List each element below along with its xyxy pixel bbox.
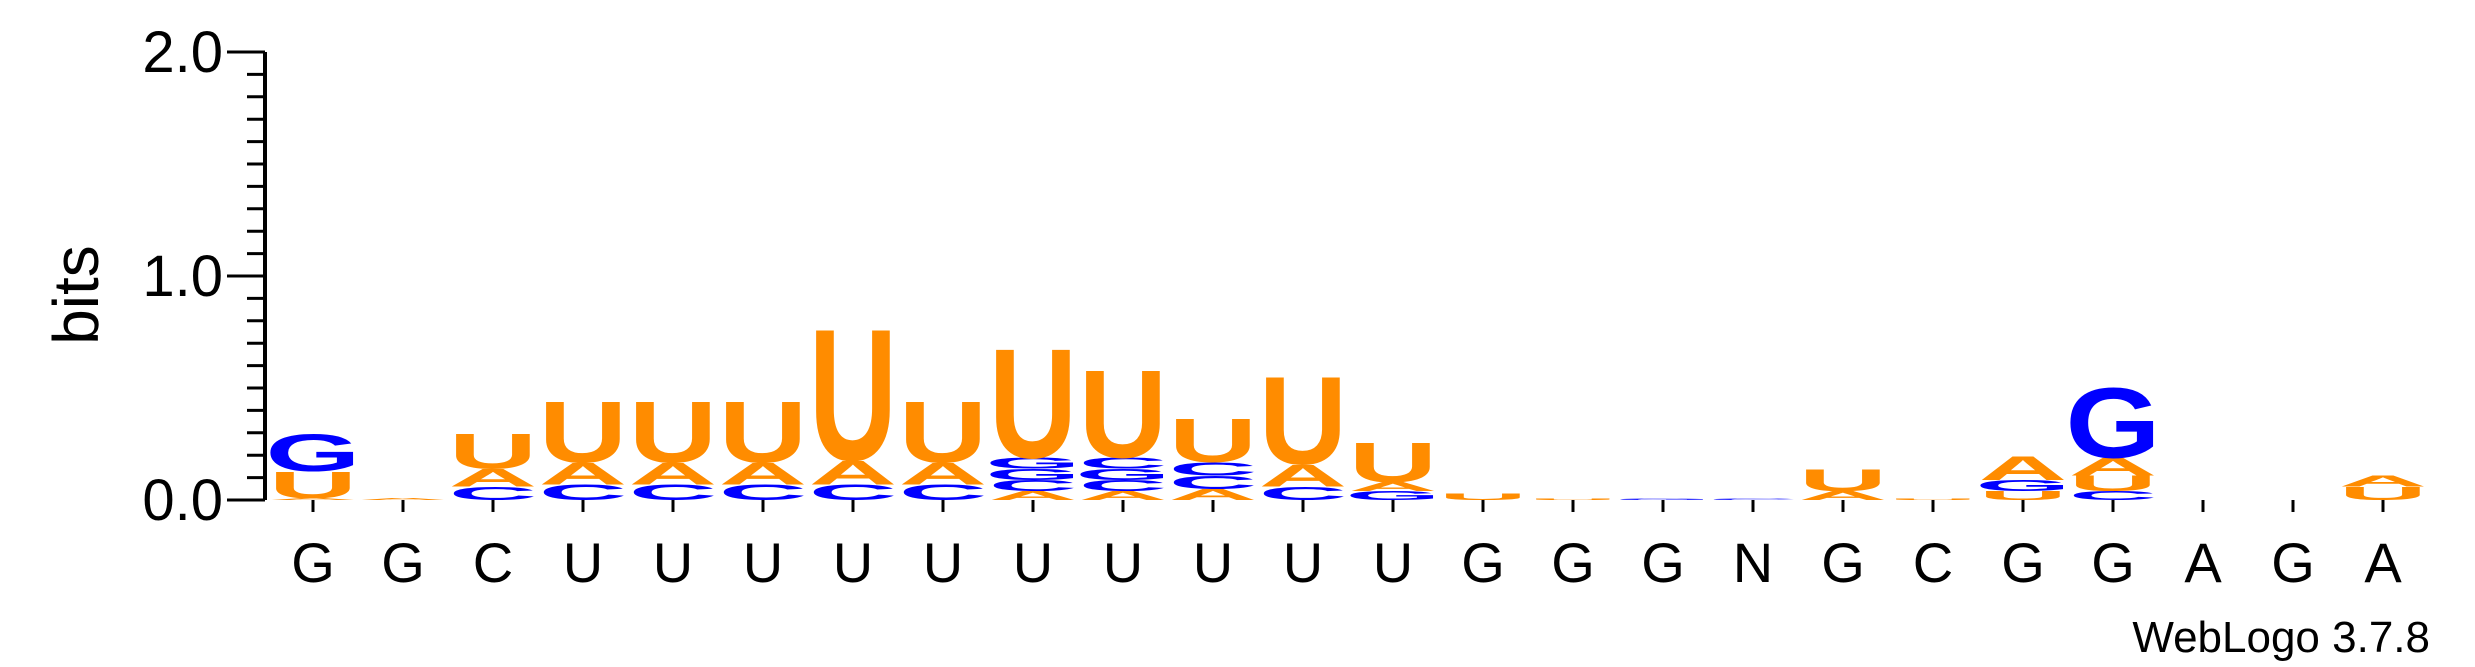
glyph-C: C <box>1079 477 1167 495</box>
glyph-G: G <box>1075 466 1170 484</box>
glyph-U: U <box>269 464 357 506</box>
glyph-G: G <box>985 454 1080 472</box>
glyph-A: A <box>2069 453 2157 481</box>
glyph-U: U <box>629 383 717 481</box>
y-tick-label: 0.0 <box>142 468 223 533</box>
x-tick-label: G <box>1551 531 1595 594</box>
x-tick-label: G <box>291 531 335 594</box>
x-tick-label: G <box>2001 531 2045 594</box>
x-tick-label: U <box>653 531 693 594</box>
glyph-C: C <box>1079 454 1167 472</box>
glyph-C: C <box>989 477 1077 495</box>
glyph-G: G <box>985 466 1080 484</box>
glyph-A: A <box>1799 489 1887 503</box>
glyph-G: G <box>1615 499 1710 501</box>
x-tick-label: A <box>2364 531 2402 594</box>
glyph-A: A <box>719 456 807 491</box>
glyph-A: A <box>809 454 897 492</box>
x-tick-label: U <box>563 531 603 594</box>
glyph-U: U <box>449 423 537 479</box>
glyph-U: U <box>1889 499 1977 501</box>
x-tick-label: U <box>1013 531 1053 594</box>
glyph-A: A <box>1079 489 1167 503</box>
glyph-U: U <box>1259 352 1347 491</box>
glyph-G: G <box>2065 367 2160 479</box>
x-tick-label: U <box>1103 531 1143 594</box>
glyph-U: U <box>1439 492 1527 502</box>
y-axis: 0.0 1.0 2.0 <box>142 20 267 533</box>
glyph-U: U <box>539 383 627 481</box>
x-tick-label: U <box>1373 531 1413 594</box>
glyph-U: U <box>1079 345 1167 484</box>
glyph-U: U <box>2069 471 2157 496</box>
x-tick-label: G <box>1821 531 1865 594</box>
x-tick-label: G <box>381 531 425 594</box>
glyph-U: U <box>2339 483 2427 504</box>
glyph-C: C <box>2069 489 2157 503</box>
x-tick-label: G <box>1641 531 1685 594</box>
glyph-A: A <box>899 456 987 491</box>
glyph-U: U <box>1349 432 1437 495</box>
glyph-U: U <box>719 383 807 481</box>
x-tick-label: U <box>833 531 873 594</box>
glyph-C: C <box>1259 483 1347 504</box>
glyph-A: A <box>629 456 717 491</box>
x-tick-label: U <box>743 531 783 594</box>
glyph-U: U <box>1529 499 1617 501</box>
x-tick-label: C <box>473 531 513 594</box>
glyph-G: G <box>1345 489 1440 503</box>
glyph-G: G <box>1975 477 2070 495</box>
x-tick-label: G <box>2091 531 2135 594</box>
glyph-A: A <box>1169 486 1257 504</box>
glyph-U: U <box>989 316 1077 491</box>
x-tick-label: N <box>1733 531 1773 594</box>
glyph-U: U <box>899 383 987 481</box>
glyph-G: G <box>265 424 360 483</box>
x-tick-label: G <box>1461 531 1505 594</box>
x-tick-label: U <box>923 531 963 594</box>
x-tick-label: U <box>1193 531 1233 594</box>
glyph-A: A <box>2339 472 2427 490</box>
glyph-C: C <box>1169 458 1257 479</box>
glyph-A: A <box>269 497 357 500</box>
x-tick-label: G <box>2271 531 2315 594</box>
y-tick-label: 2.0 <box>142 20 223 85</box>
glyph-A: A <box>359 497 447 500</box>
x-tick-label: A <box>2184 531 2222 594</box>
y-tick-label: 1.0 <box>142 244 223 309</box>
x-tick-label: U <box>1283 531 1323 594</box>
glyph-A: A <box>449 464 537 492</box>
glyph-U: U <box>1979 489 2067 503</box>
weblogo-credit: WebLogo 3.7.8 <box>2132 613 2430 662</box>
glyph-U: U <box>809 290 897 500</box>
glyph-C: C <box>1169 472 1257 493</box>
glyph-A: A <box>539 456 627 491</box>
glyph-U: U <box>1799 463 1887 498</box>
glyph-A: A <box>989 489 1077 503</box>
x-tick-label: C <box>1913 531 1953 594</box>
glyph-A: A <box>1259 458 1347 493</box>
glyph-A: A <box>1349 480 1437 494</box>
glyph-C: C <box>1709 499 1797 501</box>
y-axis-label: bits <box>40 245 112 345</box>
glyph-C: C <box>449 483 537 504</box>
glyph-U: U <box>1169 405 1257 475</box>
glyph-A: A <box>1979 449 2067 487</box>
